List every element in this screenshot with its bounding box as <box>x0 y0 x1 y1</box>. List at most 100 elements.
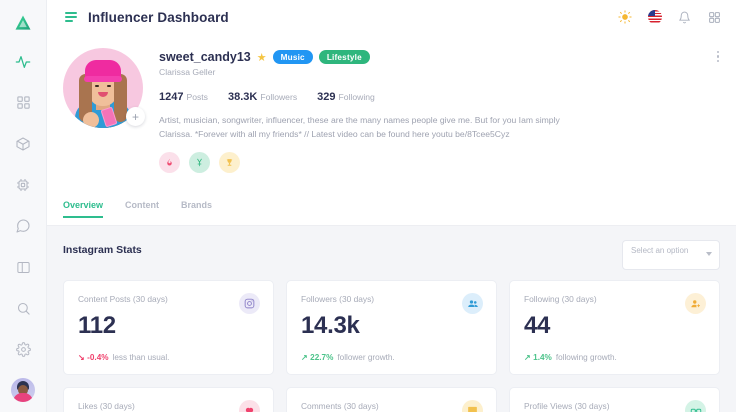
sidebar-user-avatar[interactable] <box>11 377 35 402</box>
profile-real-name: Clarissa Geller <box>159 67 216 77</box>
header-actions <box>617 10 722 25</box>
avatar[interactable]: + <box>63 48 145 128</box>
sidebar-item-layout[interactable] <box>8 255 38 280</box>
tag-music[interactable]: Music <box>272 50 313 64</box>
tab-overview[interactable]: Overview <box>63 200 104 218</box>
stat-following-label: Following <box>338 92 375 102</box>
heart-icon <box>239 400 260 412</box>
card-delta-value: ↗ 22.7% <box>301 352 333 362</box>
stat-card-followers[interactable]: Followers (30 days) 14.3k ↗ 22.7% follow… <box>286 280 497 375</box>
sidebar-item-messages[interactable] <box>8 214 38 239</box>
delta-percent: 22.7% <box>310 353 334 362</box>
card-delta: ↘ -0.4% less than usual. <box>78 352 259 363</box>
apps-grid-button[interactable] <box>707 10 722 25</box>
flag-canton <box>647 10 655 16</box>
kebab-dot-3 <box>716 59 719 63</box>
card-value: 44 <box>524 312 551 339</box>
sidebar-item-apps[interactable] <box>8 90 38 115</box>
sidebar-item-search[interactable] <box>8 296 38 321</box>
period-select-placeholder: Select an option <box>631 246 689 255</box>
card-label: Comments (30 days) <box>301 401 379 411</box>
add-photo-button[interactable]: + <box>126 107 145 126</box>
sidebar <box>0 0 47 412</box>
tag-lifestyle[interactable]: Lifestyle <box>318 50 370 64</box>
profile-avatar-image <box>63 48 143 128</box>
stat-card-following[interactable]: Following (30 days) 44 ↗ 1.4% following … <box>509 280 720 375</box>
theme-toggle-button[interactable] <box>617 10 632 25</box>
profile-tabs: Overview Content Brands <box>47 200 736 226</box>
stat-following-value: 329 <box>317 91 336 103</box>
card-label: Following (30 days) <box>524 294 597 304</box>
card-label: Followers (30 days) <box>301 294 375 304</box>
profile-bio: Artist, musician, songwriter, influencer… <box>159 115 560 139</box>
notifications-button[interactable] <box>677 10 692 25</box>
stat-followers: 38.3K Followers <box>228 87 297 105</box>
card-value: 112 <box>78 312 116 339</box>
sidebar-item-packages[interactable] <box>8 131 38 156</box>
card-delta-text: following growth. <box>555 352 617 362</box>
instagram-stats-section: Instagram Stats Select an option Content… <box>47 226 736 412</box>
main-area: Influencer Dashboard <box>47 0 736 412</box>
trophy-badge-icon[interactable] <box>219 151 240 173</box>
triangle-logo-icon[interactable] <box>8 10 38 35</box>
avatar-hair-right <box>114 74 127 122</box>
profile-row: + sweet_candy13 ★ Music Lifestyle Claris… <box>63 48 720 173</box>
stat-posts: 1247 Posts <box>159 87 208 105</box>
username-row: sweet_candy13 ★ Music Lifestyle <box>159 50 720 64</box>
stat-posts-label: Posts <box>186 92 208 102</box>
avatar-body <box>13 392 33 402</box>
card-delta: ↗ 1.4% following growth. <box>524 352 705 363</box>
sidebar-item-integrations[interactable] <box>8 172 38 197</box>
avatar-smile <box>98 92 108 97</box>
stat-card-likes[interactable]: Likes (30 days) <box>63 387 274 412</box>
stat-card-content-posts[interactable]: Content Posts (30 days) 112 ↘ -0.4% less… <box>63 280 274 375</box>
card-delta: ↗ 22.7% follower growth. <box>301 352 482 363</box>
avatar-beanie <box>85 60 121 80</box>
avatar-beanie-brim <box>84 76 122 82</box>
stat-card-comments[interactable]: Comments (30 days) <box>286 387 497 412</box>
page-title: Influencer Dashboard <box>88 9 229 25</box>
us-flag-icon <box>647 10 662 24</box>
card-delta-text: less than usual. <box>112 352 170 362</box>
sidebar-item-activity[interactable] <box>8 49 38 74</box>
profile-username: sweet_candy13 <box>159 50 251 64</box>
stat-followers-value: 38.3K <box>227 91 258 103</box>
comment-bubble-icon <box>462 400 483 412</box>
profile-info: sweet_candy13 ★ Music Lifestyle Clarissa… <box>159 48 720 173</box>
delta-percent: 1.4% <box>533 353 552 362</box>
people-group-icon <box>462 293 483 314</box>
instagram-icon <box>239 293 260 314</box>
hamburger-menu-icon[interactable] <box>65 11 77 23</box>
kebab-dot-1 <box>716 51 719 54</box>
stat-card-profile-views[interactable]: Profile Views (30 days) <box>509 387 720 412</box>
language-selector-button[interactable] <box>647 10 662 25</box>
delta-percent: -0.4% <box>87 353 109 362</box>
glasses-views-icon <box>685 400 706 412</box>
flame-badge-icon[interactable] <box>159 151 180 173</box>
rabbit-badge-icon[interactable] <box>189 151 210 173</box>
avatar-eye-right <box>107 85 111 87</box>
star-icon: ★ <box>256 51 267 64</box>
chevron-down-icon <box>706 252 712 256</box>
section-title: Instagram Stats <box>63 244 142 256</box>
sidebar-item-settings[interactable] <box>8 337 38 362</box>
stat-following: 329 Following <box>317 87 375 105</box>
card-delta-value: ↘ -0.4% <box>78 352 109 362</box>
user-add-icon <box>685 293 706 314</box>
tab-brands[interactable]: Brands <box>181 200 213 210</box>
menu-line-3 <box>65 20 73 23</box>
stat-cards-grid: Content Posts (30 days) 112 ↘ -0.4% less… <box>63 280 720 412</box>
avatar-eye-left <box>95 85 99 87</box>
delta-arrow-down-icon: ↘ <box>78 353 85 362</box>
card-label: Content Posts (30 days) <box>78 294 168 304</box>
profile-badges <box>159 151 720 173</box>
period-select[interactable]: Select an option <box>622 240 720 270</box>
kebab-menu-icon[interactable] <box>714 48 722 65</box>
card-value: 14.3k <box>301 312 360 339</box>
tab-content[interactable]: Content <box>125 200 160 210</box>
delta-arrow-up-icon: ↗ <box>524 353 531 362</box>
section-header: Instagram Stats Select an option <box>63 240 720 270</box>
avatar-hair-left <box>79 74 92 122</box>
profile-card: + sweet_candy13 ★ Music Lifestyle Claris… <box>47 34 736 200</box>
